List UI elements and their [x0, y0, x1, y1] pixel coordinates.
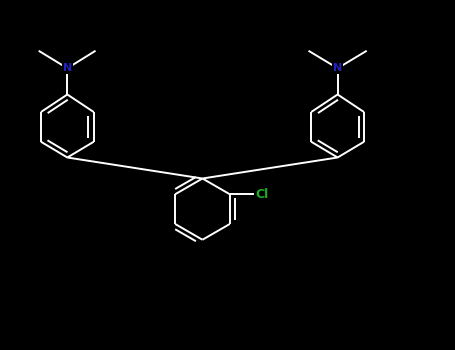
Text: N: N	[63, 63, 72, 73]
Text: N: N	[333, 63, 342, 73]
Text: Cl: Cl	[255, 188, 268, 201]
